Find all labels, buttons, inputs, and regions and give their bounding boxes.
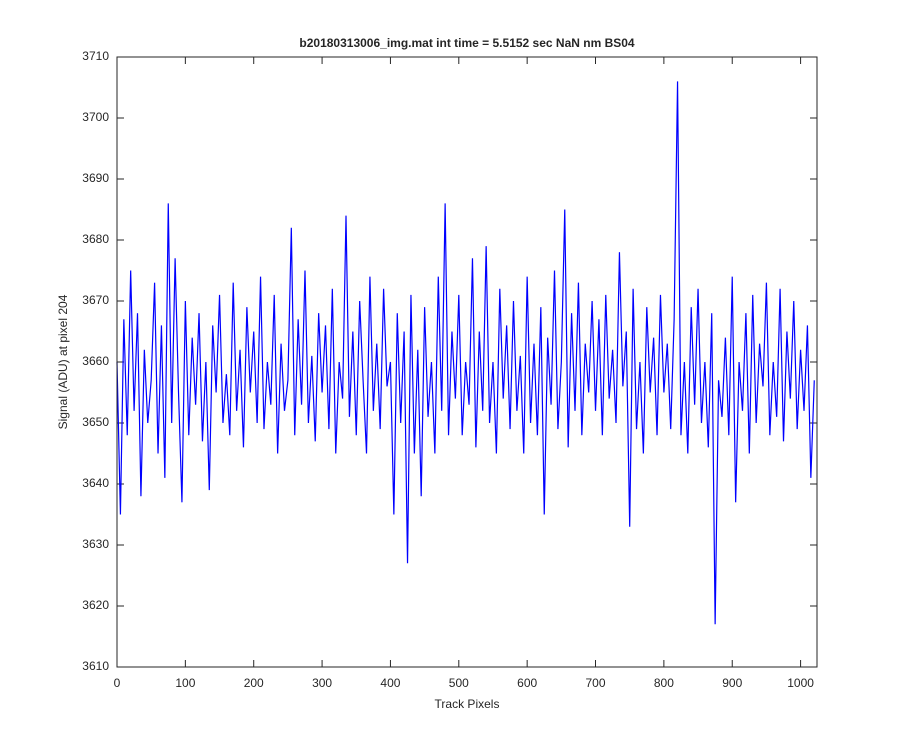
- y-tick-label: 3660: [82, 354, 109, 368]
- x-tick-label: 300: [312, 676, 332, 690]
- y-tick-label: 3620: [82, 598, 109, 612]
- x-tick-label: 100: [175, 676, 195, 690]
- y-tick-label: 3670: [82, 293, 109, 307]
- y-axis-label: Signal (ADU) at pixel 204: [56, 294, 70, 429]
- x-tick-label: 1000: [787, 676, 814, 690]
- x-tick-label: 600: [517, 676, 537, 690]
- x-tick-label: 800: [654, 676, 674, 690]
- x-tick-label: 400: [380, 676, 400, 690]
- y-tick-label: 3630: [82, 537, 109, 551]
- x-tick-label: 700: [586, 676, 606, 690]
- data-line: [116, 81, 815, 625]
- y-tick-label: 3710: [82, 49, 109, 63]
- y-tick-label: 3680: [82, 232, 109, 246]
- x-tick-label: 900: [722, 676, 742, 690]
- chart-title: b20180313006_img.mat int time = 5.5152 s…: [299, 36, 635, 50]
- x-tick-label: 500: [449, 676, 469, 690]
- y-tick-label: 3610: [82, 659, 109, 673]
- x-tick-label: 200: [244, 676, 264, 690]
- y-tick-label: 3690: [82, 171, 109, 185]
- axes-box: [116, 56, 818, 668]
- y-tick-label: 3700: [82, 110, 109, 124]
- y-tick-label: 3650: [82, 415, 109, 429]
- x-axis-label: Track Pixels: [435, 697, 500, 711]
- y-tick-label: 3640: [82, 476, 109, 490]
- x-tick-label: 0: [114, 676, 121, 690]
